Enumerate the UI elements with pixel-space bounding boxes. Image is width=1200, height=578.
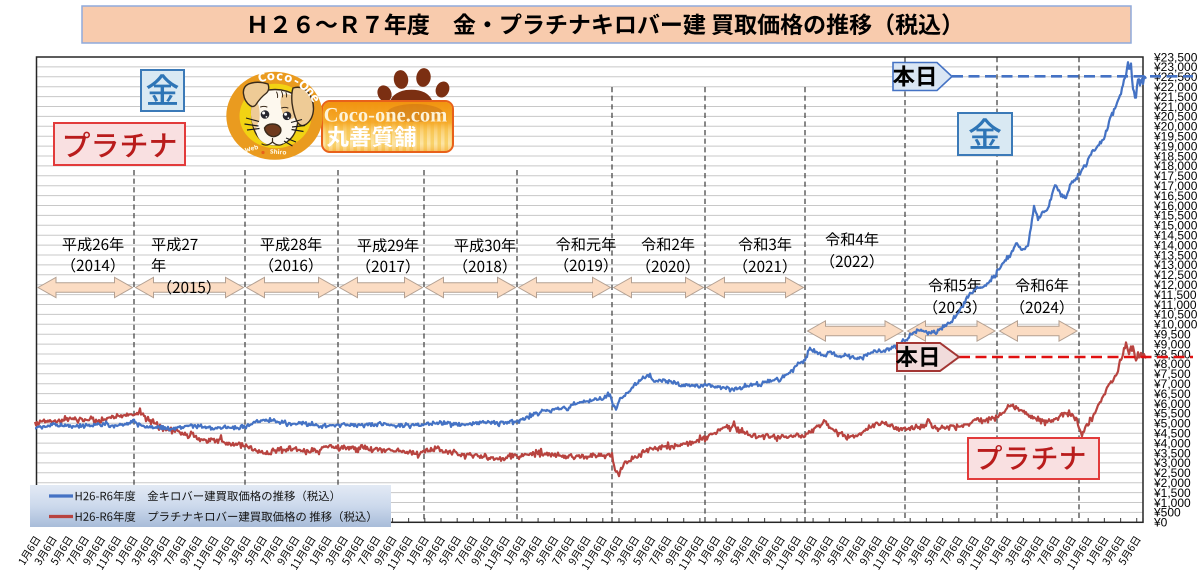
svg-text:¥22,000: ¥22,000: [1153, 80, 1198, 94]
svg-text:¥20,000: ¥20,000: [1153, 120, 1198, 134]
svg-text:¥17,000: ¥17,000: [1153, 179, 1198, 193]
svg-text:¥5,000: ¥5,000: [1153, 417, 1191, 431]
svg-text:¥14,000: ¥14,000: [1153, 238, 1198, 252]
svg-text:¥11,000: ¥11,000: [1153, 298, 1197, 312]
svg-text:¥7,500: ¥7,500: [1153, 367, 1191, 381]
svg-text:¥19,500: ¥19,500: [1153, 130, 1198, 144]
svg-text:¥21,500: ¥21,500: [1153, 90, 1198, 104]
svg-text:¥6,000: ¥6,000: [1153, 397, 1191, 411]
svg-text:¥2,000: ¥2,000: [1153, 476, 1191, 490]
svg-text:¥6,500: ¥6,500: [1153, 387, 1191, 401]
svg-text:¥13,000: ¥13,000: [1153, 258, 1198, 272]
svg-text:¥4,500: ¥4,500: [1153, 427, 1191, 441]
svg-text:¥9,000: ¥9,000: [1153, 337, 1191, 351]
svg-text:¥18,500: ¥18,500: [1153, 149, 1198, 163]
svg-text:¥23,000: ¥23,000: [1153, 60, 1198, 74]
svg-text:¥15,500: ¥15,500: [1153, 209, 1198, 223]
svg-text:¥7,000: ¥7,000: [1153, 377, 1191, 391]
svg-text:¥1,500: ¥1,500: [1153, 486, 1191, 500]
svg-text:¥2,500: ¥2,500: [1153, 466, 1191, 480]
svg-text:¥8,000: ¥8,000: [1153, 357, 1191, 371]
svg-text:¥4,000: ¥4,000: [1153, 436, 1191, 450]
svg-text:¥500: ¥500: [1153, 506, 1181, 520]
svg-text:¥15,000: ¥15,000: [1153, 219, 1198, 233]
svg-text:¥5,500: ¥5,500: [1153, 407, 1191, 421]
svg-text:¥0: ¥0: [1153, 516, 1168, 530]
svg-text:¥20,500: ¥20,500: [1153, 110, 1198, 124]
svg-text:¥18,000: ¥18,000: [1153, 159, 1198, 173]
svg-text:¥11,500: ¥11,500: [1153, 288, 1197, 302]
svg-text:¥19,000: ¥19,000: [1153, 139, 1198, 153]
svg-text:¥16,500: ¥16,500: [1153, 189, 1198, 203]
svg-text:¥3,000: ¥3,000: [1153, 456, 1191, 470]
svg-text:¥3,500: ¥3,500: [1153, 446, 1191, 460]
svg-text:¥12,000: ¥12,000: [1153, 278, 1198, 292]
svg-text:¥23,500: ¥23,500: [1153, 50, 1198, 64]
svg-text:¥1,000: ¥1,000: [1153, 496, 1191, 510]
svg-text:¥9,500: ¥9,500: [1153, 328, 1191, 342]
svg-text:¥10,500: ¥10,500: [1153, 308, 1198, 322]
svg-text:¥10,000: ¥10,000: [1153, 318, 1198, 332]
svg-text:¥14,500: ¥14,500: [1153, 229, 1198, 243]
svg-text:¥17,500: ¥17,500: [1153, 169, 1198, 183]
svg-text:¥12,500: ¥12,500: [1153, 268, 1198, 282]
svg-text:¥21,000: ¥21,000: [1153, 100, 1198, 114]
svg-text:¥16,000: ¥16,000: [1153, 199, 1198, 213]
svg-text:¥13,500: ¥13,500: [1153, 248, 1198, 262]
